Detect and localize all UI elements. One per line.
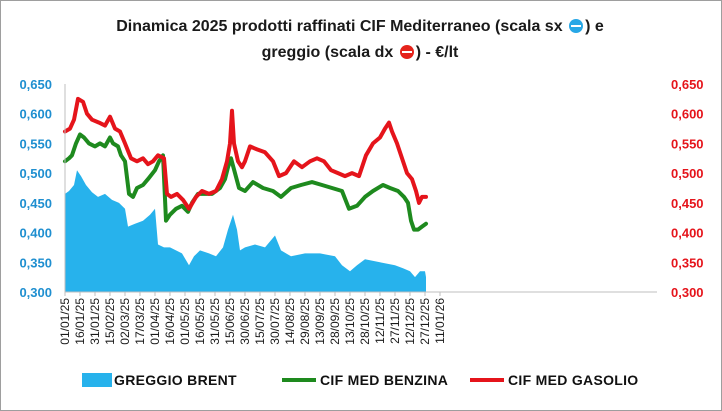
x-tick-label: 30/06/25 — [238, 298, 252, 345]
series-area-greggio-brent — [65, 170, 426, 292]
x-tick-label: 30/07/25 — [268, 298, 282, 345]
axes: 0,650 0,600 0,550 0,500 0,450 0,400 0,350 0,300… — [19, 77, 703, 345]
chart-title: Dinamica 2025 prodotti raffinati CIF Med… — [60, 14, 660, 66]
x-tick-label: 28/10/25 — [358, 298, 372, 345]
y-left-tick-label: 0,550 — [19, 136, 52, 151]
x-tick-label: 13/10/25 — [343, 298, 357, 345]
x-tick-label: 15/02/25 — [103, 298, 117, 345]
x-tick-label: 02/03/25 — [118, 298, 132, 345]
x-tick-label: 15/07/25 — [253, 298, 267, 345]
legend-label-brent: GREGGIO BRENT — [114, 372, 237, 388]
chart-svg: 0,650 0,600 0,550 0,500 0,450 0,400 0,350 0,300… — [19, 77, 703, 345]
y-left-tick-label: 0,400 — [19, 226, 52, 241]
red-circle-minus-icon — [399, 45, 414, 59]
x-tick-label: 27/12/25 — [418, 298, 432, 345]
legend-swatch-brent — [82, 373, 112, 387]
legend-swatch-benzina — [282, 378, 316, 382]
x-tick-label: 12/11/25 — [373, 298, 387, 344]
legend-label-gasolio: CIF MED GASOLIO — [508, 372, 639, 388]
x-tick-label: 01/05/25 — [178, 298, 192, 345]
x-tick-label: 31/01/25 — [88, 298, 102, 345]
series-line-cif-med-gasolio — [63, 96, 428, 211]
legend-swatch-gasolio — [470, 378, 504, 382]
x-tick-label: 15/06/25 — [223, 298, 237, 345]
x-tick-label: 17/03/25 — [133, 298, 147, 345]
title-part-4: ) - €/lt — [415, 44, 459, 61]
blue-circle-minus-icon — [569, 19, 584, 33]
x-tick-label: 28/09/25 — [328, 298, 342, 345]
x-tick-label: 01/01/25 — [58, 298, 72, 345]
y-left-tick-label: 0,500 — [19, 166, 52, 181]
y-right-tick-label: 0,500 — [671, 166, 704, 181]
y-right-tick-label: 0,550 — [671, 136, 704, 151]
legend-item-gasolio: CIF MED GASOLIO — [470, 372, 639, 388]
x-tick-label: 29/08/25 — [298, 298, 312, 345]
title-part-1: Dinamica 2025 prodotti raffinati CIF Med… — [116, 18, 563, 35]
y-left-tick-label: 0,350 — [19, 255, 52, 270]
title-part-3: greggio (scala dx — [261, 44, 394, 61]
title-part-2: ) e — [585, 18, 604, 35]
x-tick-label: 31/05/25 — [208, 298, 222, 345]
x-tick-label: 13/09/25 — [313, 298, 327, 345]
y-left-tick-label: 0,450 — [19, 196, 52, 211]
x-tick-label: 16/05/25 — [193, 298, 207, 345]
legend-item-benzina: CIF MED BENZINA — [282, 372, 448, 388]
y-right-tick-label: 0,350 — [671, 255, 704, 270]
y-left-tick-label: 0,650 — [19, 77, 52, 92]
x-tick-label: 16/01/25 — [73, 298, 87, 345]
x-tick-label: 11/01/26 — [433, 298, 447, 344]
x-tick-label: 12/12/25 — [403, 298, 417, 345]
y-left-tick-label: 0,300 — [19, 285, 52, 300]
y-right-tick-label: 0,400 — [671, 226, 704, 241]
legend-label-benzina: CIF MED BENZINA — [320, 372, 449, 388]
y-left-tick-label: 0,600 — [19, 107, 52, 122]
y-right-tick-label: 0,450 — [671, 196, 704, 211]
y-right-tick-label: 0,650 — [671, 77, 704, 92]
x-tick-label: 14/08/25 — [283, 298, 297, 345]
x-tick-label: 01/04/25 — [148, 298, 162, 345]
y-right-tick-label: 0,300 — [671, 285, 704, 300]
y-right-tick-label: 0,600 — [671, 107, 704, 122]
legend: GREGGIO BRENT CIF MED BENZINA CIF MED GA… — [0, 372, 720, 394]
x-tick-label: 27/11/25 — [388, 298, 402, 344]
legend-item-brent: GREGGIO BRENT — [82, 372, 237, 388]
x-tick-label: 16/04/25 — [163, 298, 177, 345]
plot-area — [63, 96, 428, 292]
